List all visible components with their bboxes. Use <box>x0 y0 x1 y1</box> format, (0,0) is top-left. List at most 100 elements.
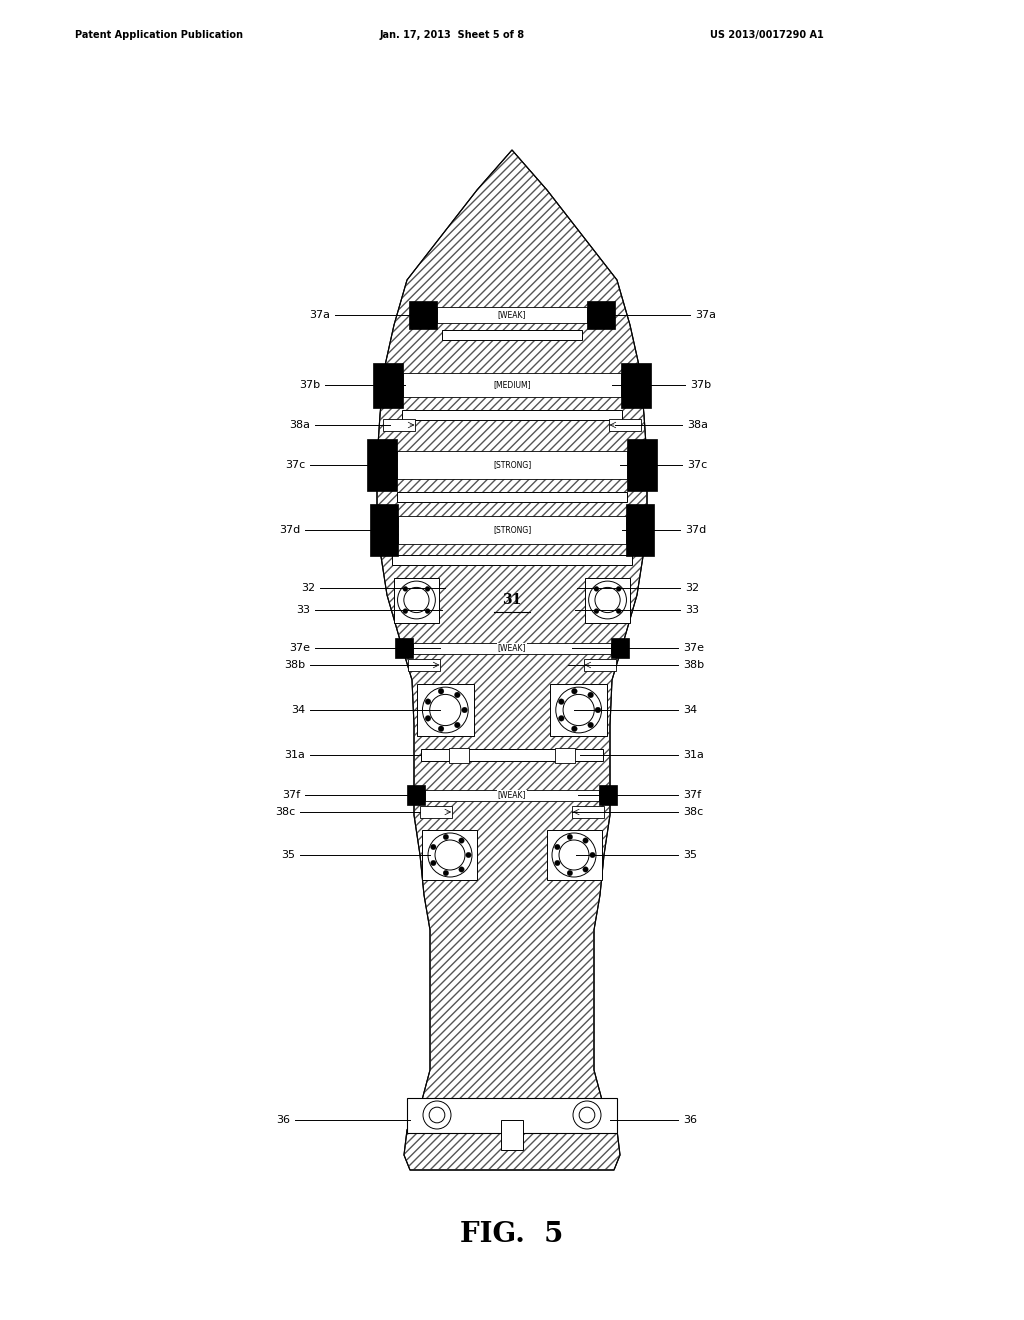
Bar <box>441 330 583 341</box>
Circle shape <box>423 688 468 733</box>
Bar <box>608 418 641 432</box>
Circle shape <box>571 726 578 731</box>
Circle shape <box>595 587 621 612</box>
Circle shape <box>555 845 560 850</box>
Text: 33: 33 <box>296 605 310 615</box>
Text: 35: 35 <box>281 850 295 861</box>
Bar <box>449 747 469 763</box>
Circle shape <box>583 838 588 843</box>
Bar <box>402 411 622 420</box>
Text: 37f: 37f <box>282 789 300 800</box>
Text: 38c: 38c <box>274 807 295 817</box>
Bar <box>397 516 627 544</box>
Text: Jan. 17, 2013  Sheet 5 of 8: Jan. 17, 2013 Sheet 5 of 8 <box>380 30 525 40</box>
Bar <box>407 1097 617 1133</box>
Text: 32: 32 <box>301 583 315 593</box>
Bar <box>585 578 630 623</box>
Bar <box>501 1119 523 1150</box>
Circle shape <box>595 708 601 713</box>
Text: [MEDIUM]: [MEDIUM] <box>494 380 530 389</box>
Text: [WEAK]: [WEAK] <box>498 791 526 800</box>
Circle shape <box>466 853 471 858</box>
Bar <box>420 807 452 818</box>
Circle shape <box>397 581 435 619</box>
Text: 31a: 31a <box>683 750 703 760</box>
Circle shape <box>588 722 594 727</box>
Circle shape <box>429 1107 444 1123</box>
Circle shape <box>616 609 622 614</box>
Circle shape <box>423 1101 451 1129</box>
Text: [WEAK]: [WEAK] <box>498 644 526 652</box>
Bar <box>572 807 604 818</box>
Circle shape <box>435 840 465 870</box>
Text: 37f: 37f <box>683 789 701 800</box>
Circle shape <box>425 715 431 721</box>
Text: 37c: 37c <box>285 459 305 470</box>
Circle shape <box>459 867 464 873</box>
Circle shape <box>425 586 430 591</box>
Bar <box>425 789 599 800</box>
Circle shape <box>556 688 601 733</box>
Circle shape <box>430 861 436 866</box>
Circle shape <box>443 870 449 875</box>
Text: 32: 32 <box>685 583 699 593</box>
Circle shape <box>590 853 595 858</box>
Bar <box>407 785 425 805</box>
Bar <box>394 578 439 623</box>
Circle shape <box>588 692 594 698</box>
Circle shape <box>559 840 589 870</box>
Bar <box>410 301 437 329</box>
Text: 33: 33 <box>685 605 699 615</box>
Circle shape <box>594 586 599 591</box>
Circle shape <box>462 708 467 713</box>
Text: 38a: 38a <box>289 420 310 430</box>
Circle shape <box>428 833 472 876</box>
Text: 37b: 37b <box>690 380 711 389</box>
Text: [STRONG]: [STRONG] <box>493 525 531 535</box>
Circle shape <box>567 834 572 840</box>
Circle shape <box>443 834 449 840</box>
Circle shape <box>567 870 572 875</box>
Circle shape <box>555 861 560 866</box>
Circle shape <box>558 698 564 705</box>
Circle shape <box>438 726 444 731</box>
Bar <box>367 440 397 491</box>
Text: 37a: 37a <box>695 310 716 319</box>
Circle shape <box>402 586 408 591</box>
Circle shape <box>455 692 460 698</box>
Circle shape <box>580 1107 595 1123</box>
Bar <box>584 659 615 671</box>
Circle shape <box>563 694 594 726</box>
Bar <box>392 554 632 565</box>
Bar <box>409 659 440 671</box>
Bar <box>550 684 607 737</box>
Circle shape <box>573 1101 601 1129</box>
Polygon shape <box>377 150 647 1170</box>
Bar <box>373 363 402 408</box>
Bar <box>610 638 629 657</box>
Circle shape <box>425 609 430 614</box>
Bar <box>627 440 657 491</box>
Text: 38b: 38b <box>683 660 705 671</box>
Text: 38a: 38a <box>687 420 708 430</box>
Text: 36: 36 <box>276 1115 290 1125</box>
Bar <box>622 363 651 408</box>
Text: 34: 34 <box>291 705 305 715</box>
Text: 37e: 37e <box>289 643 310 653</box>
Bar <box>417 684 474 737</box>
Circle shape <box>402 609 408 614</box>
Circle shape <box>616 586 622 591</box>
Bar <box>395 638 414 657</box>
Bar <box>627 504 654 556</box>
Circle shape <box>425 698 431 705</box>
Text: 34: 34 <box>683 705 697 715</box>
Bar <box>402 372 622 397</box>
Circle shape <box>455 722 460 727</box>
Text: 36: 36 <box>683 1115 697 1125</box>
Text: 38c: 38c <box>683 807 703 817</box>
Bar <box>370 504 397 556</box>
Bar <box>555 747 575 763</box>
Text: 38b: 38b <box>284 660 305 671</box>
Circle shape <box>552 833 596 876</box>
Bar <box>414 643 610 653</box>
